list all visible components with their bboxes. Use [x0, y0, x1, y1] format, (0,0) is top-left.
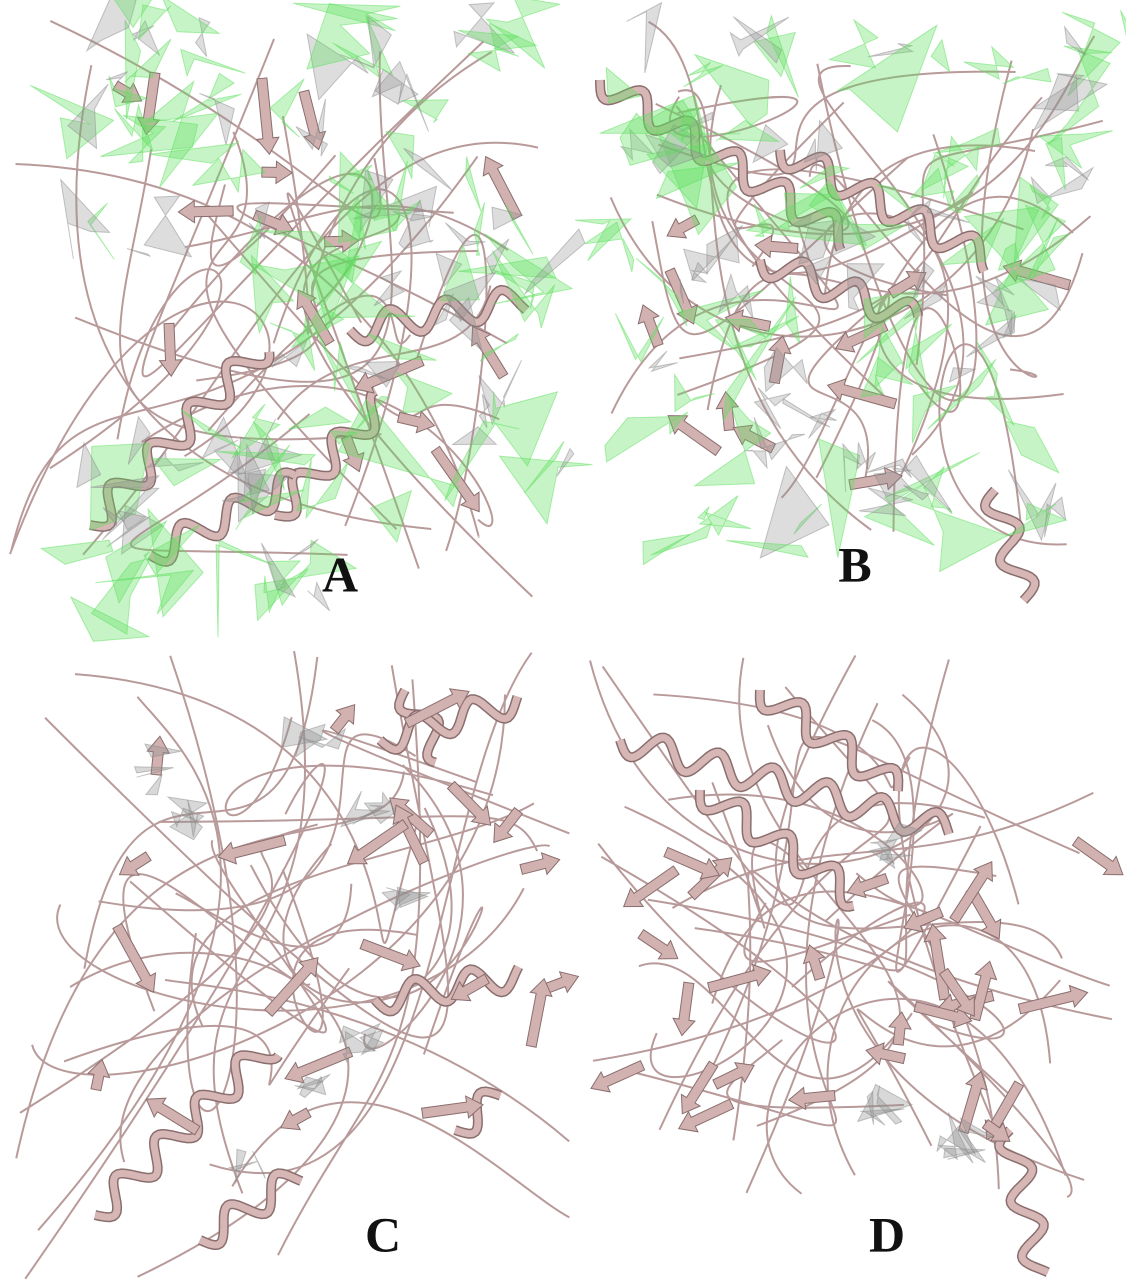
panel-label: C	[365, 1206, 401, 1262]
figure: B C D A	[0, 0, 1126, 1288]
surface-facet	[605, 417, 679, 462]
strand	[526, 979, 552, 1048]
surface-facet	[933, 128, 1000, 153]
strand	[591, 1061, 645, 1092]
surface-facet	[857, 442, 876, 469]
surface-facet	[606, 68, 640, 104]
strand	[638, 930, 678, 959]
surface-facet	[858, 1085, 912, 1122]
coil	[170, 656, 237, 1111]
strand	[520, 853, 560, 874]
strand	[673, 982, 695, 1035]
surface-facet	[466, 157, 481, 212]
coil	[99, 734, 416, 910]
strand	[285, 1047, 353, 1083]
surface-facet	[1121, 10, 1126, 68]
strand	[708, 965, 771, 993]
surface-facet	[830, 20, 878, 68]
structure-art	[10, 0, 1126, 1279]
surface-facet	[371, 491, 412, 542]
surface-facet	[289, 407, 351, 429]
surface-facet	[146, 774, 162, 795]
strand	[1073, 837, 1123, 875]
surface-facet	[837, 25, 937, 132]
page: {"panels": [{"label": "A"}, {"label": "B…	[0, 0, 1126, 1288]
surface-facet	[144, 196, 191, 257]
coil	[75, 674, 417, 943]
panel-label: A	[322, 546, 358, 602]
surface-facet	[41, 540, 113, 564]
strand	[113, 924, 156, 993]
strand	[218, 835, 286, 863]
surface-facet	[695, 55, 769, 126]
surface-facet	[61, 180, 110, 259]
strand	[681, 1061, 717, 1114]
strand	[713, 1063, 754, 1089]
strand	[281, 1108, 311, 1130]
surface-facet	[397, 373, 452, 413]
surface-facet	[181, 49, 246, 75]
panel-label: D	[869, 1206, 905, 1262]
coil	[120, 845, 549, 1162]
surface-facet	[251, 256, 293, 333]
surface-facet	[764, 348, 807, 392]
surface-facet	[649, 351, 677, 371]
surface-facet	[135, 767, 174, 777]
coil	[84, 657, 317, 969]
strand	[924, 924, 950, 1000]
strand	[494, 808, 523, 843]
surface-facet	[931, 40, 950, 72]
surface-facet	[1065, 27, 1086, 55]
surface-facet	[627, 3, 662, 73]
strand	[331, 705, 355, 734]
coil	[746, 919, 1084, 1192]
surface-facet	[339, 152, 408, 243]
strand	[257, 78, 279, 154]
surface-facet	[153, 459, 221, 486]
surface-facet	[253, 1151, 266, 1178]
surface-facet	[500, 456, 593, 524]
strand	[262, 161, 292, 183]
strand	[789, 1088, 836, 1110]
surface-facet	[976, 340, 1014, 425]
strand	[120, 852, 152, 875]
coil	[232, 1102, 569, 1217]
surface-facet	[964, 47, 1013, 79]
panel-label: B	[838, 536, 871, 592]
